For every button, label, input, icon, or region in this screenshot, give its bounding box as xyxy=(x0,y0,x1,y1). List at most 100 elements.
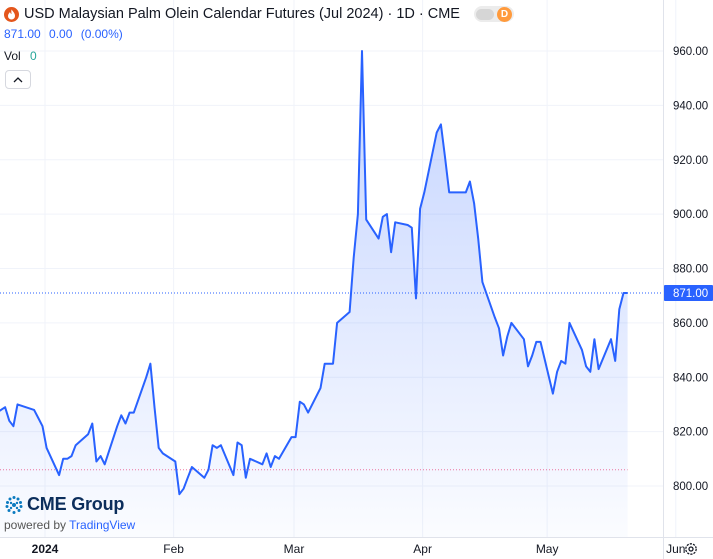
data-point xyxy=(469,180,471,182)
data-point xyxy=(407,224,409,226)
tradingview-link[interactable]: TradingView xyxy=(69,518,136,532)
data-point xyxy=(440,123,442,125)
data-point xyxy=(124,422,126,424)
data-point xyxy=(585,365,587,367)
data-point xyxy=(182,488,184,490)
data-point xyxy=(386,213,388,215)
data-point xyxy=(299,401,301,403)
data-point xyxy=(614,360,616,362)
data-point xyxy=(116,425,118,427)
data-point xyxy=(87,433,89,435)
price-change: 0.00 xyxy=(49,27,73,41)
price-change-pct: (0.00%) xyxy=(80,27,123,41)
data-point xyxy=(211,444,213,446)
data-point xyxy=(187,477,189,479)
data-point xyxy=(95,460,97,462)
cme-group-logo: CME Group xyxy=(27,494,125,514)
data-point xyxy=(552,392,554,394)
data-point xyxy=(62,458,64,460)
data-point xyxy=(556,371,558,373)
data-point xyxy=(149,363,151,365)
data-point xyxy=(473,202,475,204)
data-point xyxy=(560,360,562,362)
data-point xyxy=(104,463,106,465)
y-tick-label: 900.00 xyxy=(673,209,708,221)
data-point xyxy=(66,458,68,460)
delayed-badge[interactable]: D xyxy=(496,6,512,22)
powered-by: powered by TradingView xyxy=(4,518,135,532)
data-point xyxy=(241,444,243,446)
volume-indicator: Vol 0 xyxy=(4,49,37,63)
data-point xyxy=(203,477,205,479)
y-tick-label: 820.00 xyxy=(673,427,708,439)
data-point xyxy=(618,308,620,310)
quote-values: 871.00 0.00 (0.00%) xyxy=(4,27,128,41)
data-point xyxy=(216,447,218,449)
data-point xyxy=(261,463,263,465)
branding: CME Group powered by TradingView xyxy=(4,494,135,532)
cme-globe-icon xyxy=(5,495,23,514)
data-point xyxy=(581,349,583,351)
collapse-legend-button[interactable] xyxy=(5,70,31,89)
powered-by-label: powered by xyxy=(4,518,67,532)
data-point xyxy=(236,441,238,443)
chevron-up-icon xyxy=(13,76,23,82)
data-point xyxy=(502,354,504,356)
data-point xyxy=(564,363,566,365)
area-fill xyxy=(0,51,628,537)
data-point xyxy=(523,338,525,340)
data-point xyxy=(465,191,467,193)
data-point xyxy=(357,213,359,215)
data-point xyxy=(597,368,599,370)
data-point xyxy=(70,455,72,457)
data-point xyxy=(324,363,326,365)
data-point xyxy=(415,297,417,299)
data-point xyxy=(278,458,280,460)
data-point xyxy=(41,425,43,427)
gear-icon[interactable] xyxy=(683,541,699,557)
data-point xyxy=(265,452,267,454)
data-point xyxy=(452,191,454,193)
data-point xyxy=(162,452,164,454)
data-point xyxy=(270,466,272,468)
data-point xyxy=(506,335,508,337)
data-point xyxy=(207,469,209,471)
data-point xyxy=(133,411,135,413)
data-point xyxy=(593,338,595,340)
data-point xyxy=(436,131,438,133)
last-price-badge xyxy=(664,284,713,301)
data-point xyxy=(178,493,180,495)
data-point xyxy=(319,387,321,389)
data-point xyxy=(589,371,591,373)
data-point xyxy=(423,191,425,193)
symbol-title[interactable]: USD Malaysian Palm Olein Calendar Future… xyxy=(24,6,460,22)
data-point xyxy=(419,208,421,210)
y-tick-label: 960.00 xyxy=(673,46,708,58)
y-tick-label: 940.00 xyxy=(673,100,708,112)
data-point xyxy=(382,216,384,218)
data-point xyxy=(390,251,392,253)
last-price-label: 871.00 xyxy=(673,288,708,300)
status-toggle[interactable]: D xyxy=(473,6,514,22)
data-point xyxy=(348,311,350,313)
data-point xyxy=(4,406,6,408)
data-point xyxy=(45,447,47,449)
data-point xyxy=(527,365,529,367)
data-point xyxy=(377,237,379,239)
data-point xyxy=(158,447,160,449)
data-point xyxy=(535,341,537,343)
data-point xyxy=(12,425,14,427)
data-point xyxy=(294,436,296,438)
data-point xyxy=(568,322,570,324)
data-point xyxy=(232,474,234,476)
data-point xyxy=(510,322,512,324)
data-point xyxy=(332,363,334,365)
data-point xyxy=(16,403,18,405)
data-point xyxy=(498,327,500,329)
data-point xyxy=(481,281,483,283)
data-point xyxy=(539,341,541,343)
flame-icon xyxy=(4,6,19,22)
data-point xyxy=(477,237,479,239)
data-point xyxy=(448,191,450,193)
